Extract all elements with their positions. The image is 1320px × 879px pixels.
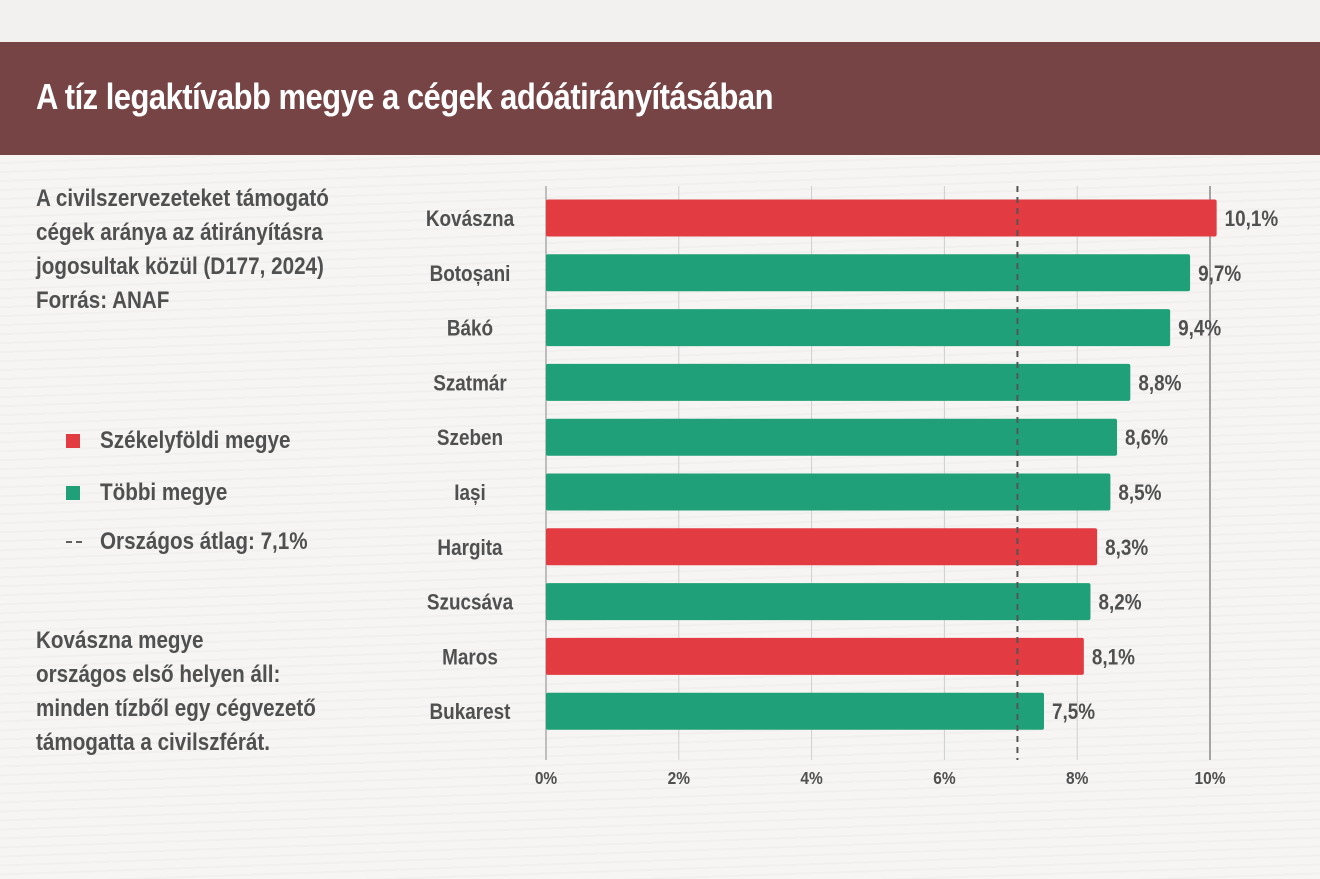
legend-label: Országos átlag: 7,1% <box>100 528 308 555</box>
note-line: Kovászna megye <box>36 627 204 654</box>
category-label: Bákó <box>447 316 493 341</box>
category-label: Bukarest <box>430 700 511 725</box>
note-line: minden tízből egy cégvezető <box>36 695 316 722</box>
description-line: jogosultak közül (D177, 2024) <box>36 253 324 280</box>
value-label: 8,5% <box>1118 481 1161 506</box>
top-strip <box>0 0 1320 42</box>
description-line: cégek aránya az átirányításra <box>36 219 323 246</box>
note-line: országos első helyen áll: <box>36 661 281 688</box>
title-bar: A tíz legaktívabb megye a cégek adóátirá… <box>0 42 1320 155</box>
bar-4 <box>546 363 1131 401</box>
legend-label: Többi megye <box>100 479 228 506</box>
x-tick-label: 0% <box>535 768 557 788</box>
x-tick-label: 6% <box>933 768 955 788</box>
category-label: Botoșani <box>430 261 511 286</box>
x-tick-label: 8% <box>1066 768 1088 788</box>
category-label: Iași <box>454 481 486 506</box>
source-line: Forrás: ANAF <box>36 287 170 314</box>
category-label: Szeben <box>437 426 503 451</box>
note-line: támogatta a civilszférát. <box>36 729 271 756</box>
value-label: 9,7% <box>1198 261 1241 286</box>
value-label: 8,6% <box>1125 426 1168 451</box>
legend-dash-line <box>66 541 82 543</box>
x-tick-label: 4% <box>800 768 822 788</box>
value-label: 9,4% <box>1178 316 1221 341</box>
category-label: Kovászna <box>426 207 515 232</box>
bar-10 <box>546 692 1044 730</box>
category-label: Maros <box>442 645 498 670</box>
bar-9 <box>546 637 1084 675</box>
value-label: 10,1% <box>1225 207 1279 232</box>
value-label: 8,8% <box>1138 371 1181 396</box>
bar-6 <box>546 473 1111 511</box>
value-label: 8,2% <box>1098 590 1141 615</box>
category-label: Szatmár <box>433 371 507 396</box>
category-label: Szucsáva <box>427 590 514 615</box>
bar-1 <box>546 199 1217 237</box>
x-tick-label: 10% <box>1195 768 1226 788</box>
bar-7 <box>546 528 1098 566</box>
page-title: A tíz legaktívabb megye a cégek adóátirá… <box>36 76 774 117</box>
highlight-note: Kovászna megye országos első helyen áll:… <box>36 624 316 760</box>
bar-2 <box>546 254 1191 292</box>
x-tick-label: 2% <box>668 768 690 788</box>
bar-8 <box>546 583 1091 621</box>
bar-3 <box>546 309 1171 347</box>
chart-description: A civilszervezeteket támogató cégek arán… <box>36 182 329 318</box>
value-label: 8,3% <box>1105 535 1148 560</box>
legend-label: Székelyföldi megye <box>100 427 291 454</box>
category-label: Hargita <box>437 535 503 560</box>
legend-swatch-green <box>66 486 80 500</box>
value-label: 7,5% <box>1052 700 1095 725</box>
bar-5 <box>546 418 1118 456</box>
legend-swatch-red <box>66 434 80 448</box>
description-line: A civilszervezeteket támogató <box>36 185 329 212</box>
value-label: 8,1% <box>1092 645 1135 670</box>
